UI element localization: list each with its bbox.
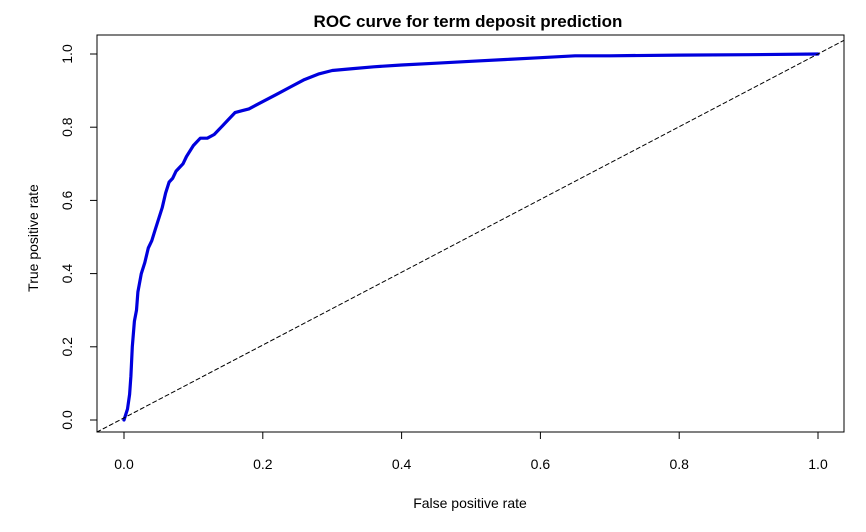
- plot-frame: [96, 34, 845, 433]
- y-axis: 0.0 0.2 0.4 0.6 0.8 1.0: [59, 44, 98, 430]
- y-tick-label: 0.2: [59, 337, 75, 357]
- x-tick-label: 0.4: [392, 456, 412, 472]
- reference-diagonal-line: [96, 39, 845, 433]
- x-tick-label: 0.0: [114, 456, 134, 472]
- x-tick-label: 0.8: [669, 456, 689, 472]
- y-tick-label: 1.0: [59, 44, 75, 64]
- x-tick-label: 0.6: [531, 456, 551, 472]
- chart-title: ROC curve for term deposit prediction: [314, 12, 623, 31]
- x-axis-label: False positive rate: [413, 495, 527, 511]
- y-tick-label: 0.0: [59, 410, 75, 430]
- roc-curve-line: [122, 52, 820, 422]
- y-axis-label: True positive rate: [25, 184, 41, 292]
- x-tick-label: 0.2: [253, 456, 273, 472]
- y-tick-label: 0.8: [59, 117, 75, 137]
- series-layer: [96, 39, 845, 433]
- y-tick-label: 0.6: [59, 190, 75, 210]
- y-tick-label: 0.4: [59, 264, 75, 284]
- x-axis: 0.0 0.2 0.4 0.6 0.8 1.0: [114, 431, 828, 472]
- x-tick-label: 1.0: [808, 456, 828, 472]
